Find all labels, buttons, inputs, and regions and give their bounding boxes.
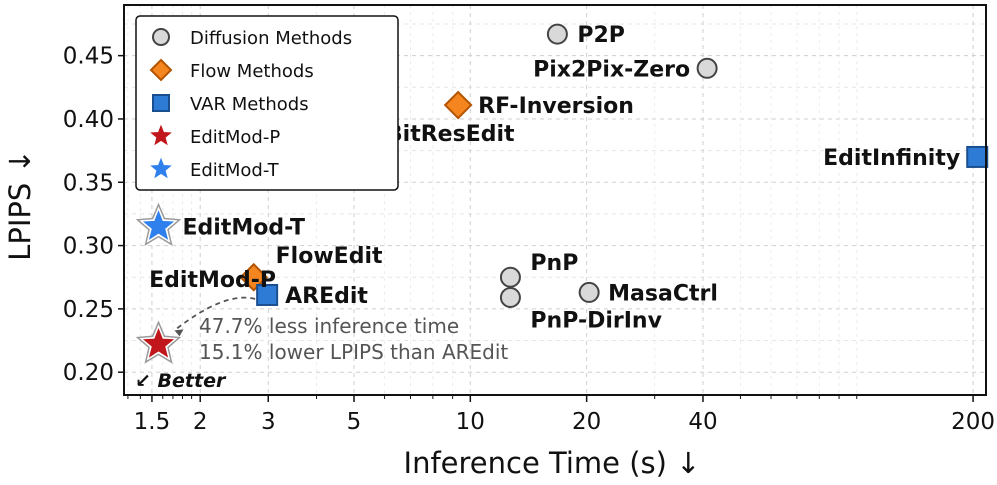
label-masactrl: MasaCtrl [608,281,718,306]
y-tick-label: 0.30 [63,234,114,260]
legend-label-editmod-t: EditMod-T [190,160,280,181]
legend-marker-editmod-p [150,124,172,146]
point-p2p [546,23,568,45]
legend-marker-diffusion-methods [152,28,170,46]
y-tick-label: 0.25 [63,297,114,323]
plot-frame [123,4,987,396]
point-editmod-p [142,327,175,358]
x-tick-label: 1.5 [134,409,171,435]
annotation-inference-time: 47.7% less inference time [199,314,459,338]
legend: Diffusion Methods Flow Methods VAR Methods… [135,15,399,191]
legend-marker-flow-methods [149,58,173,82]
point-editmod-t [142,210,175,240]
legend-label-editmod-p: EditMod-P [190,127,280,148]
label-aredit: AREdit [285,284,368,309]
x-tick-label: 2 [193,409,208,435]
legend-label-diffusion-methods: Diffusion Methods [190,28,352,49]
point-pix2pix-zero [696,57,718,79]
x-tick-label: 3 [261,409,276,435]
annotation-arrowhead [174,329,184,337]
label-editinfinity: EditInfinity [823,146,960,171]
annotation-lpips: 15.1% lower LPIPS than AREdit [199,340,508,364]
y-axis-label: LPIPS ↓ [3,149,37,261]
point-editinfinity [966,145,989,168]
legend-box [135,15,399,191]
x-tick-label: 5 [347,409,362,435]
label-pix2pix-zero: Pix2Pix-Zero [533,57,690,82]
y-tick-label: 0.35 [63,170,114,196]
label-flowedit: FlowEdit [276,244,383,269]
label-rf-inversion: RF-Inversion [478,94,634,119]
label-p2p: P2P [577,23,625,48]
x-tick-label: 40 [688,409,717,435]
point-pnp-dirinv [499,287,521,308]
x-tick-label: 20 [572,409,601,435]
x-tick-label: 200 [951,409,995,435]
label-editmod-t: EditMod-T [183,216,306,241]
point-labels: P2P Pix2Pix-Zero PnP PnP-DirInv MasaCtrl RF-I… [149,23,960,333]
label-pnp-dirinv: PnP-DirInv [530,309,662,334]
y-tick-label: 0.20 [63,360,114,386]
point-pnp [499,266,521,288]
point-aredit [256,283,279,306]
annotation-arrow [173,296,256,332]
point-flowedit [239,262,269,292]
legend-label-flow-methods: Flow Methods [190,61,314,82]
annotation-better: ↙ Better [135,370,227,392]
legend-marker-var-methods [152,94,170,112]
x-tick-label: 10 [456,409,485,435]
axis-ticks: 0.20 0.25 0.30 0.35 0.40 0.45 1.5 2 3 5 10 20 40 200 [63,44,995,435]
label-pnp: PnP [530,251,578,276]
x-axis-label: Inference Time (s) ↓ [404,446,701,480]
point-rf-inversion [443,90,473,120]
label-bitresedit: BitResEdit [386,122,515,147]
data-points [135,23,989,364]
y-tick-label: 0.40 [63,107,114,133]
legend-marker-editmod-t [150,157,172,179]
point-masactrl [578,281,600,303]
y-tick-label: 0.45 [63,44,114,70]
legend-label-var-methods: VAR Methods [190,94,309,115]
label-editmod-p: EditMod-P [149,268,276,293]
